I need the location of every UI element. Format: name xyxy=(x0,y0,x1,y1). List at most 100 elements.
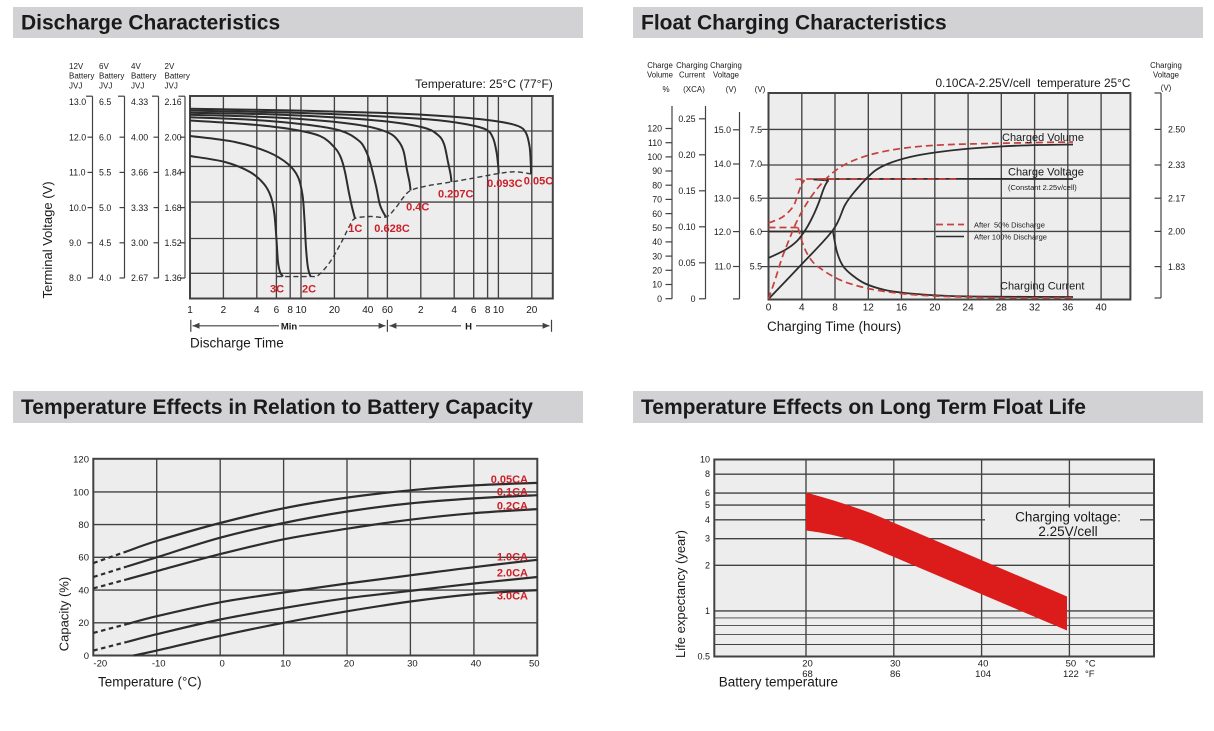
svg-text:0.628C: 0.628C xyxy=(374,223,410,235)
svg-text:Charging Time (hours): Charging Time (hours) xyxy=(767,319,901,334)
svg-text:Voltage: Voltage xyxy=(1153,71,1179,80)
svg-text:12: 12 xyxy=(863,303,875,314)
svg-text:40: 40 xyxy=(471,659,482,670)
svg-text:2.0CA: 2.0CA xyxy=(497,568,528,580)
svg-text:100: 100 xyxy=(647,152,662,162)
svg-text:86: 86 xyxy=(890,669,901,680)
svg-text:0: 0 xyxy=(220,659,225,670)
svg-text:1.0CA: 1.0CA xyxy=(497,552,528,564)
svg-text:(V): (V) xyxy=(1161,84,1172,93)
svg-text:36: 36 xyxy=(1062,303,1074,314)
svg-text:8: 8 xyxy=(832,303,838,314)
svg-text:11.0: 11.0 xyxy=(69,168,86,178)
svg-text:0: 0 xyxy=(657,294,662,304)
svg-text:°F: °F xyxy=(1085,669,1095,680)
svg-text:5.5: 5.5 xyxy=(750,262,762,272)
svg-text:Current: Current xyxy=(679,71,706,80)
svg-text:2V: 2V xyxy=(165,62,175,71)
svg-text:30: 30 xyxy=(652,251,662,261)
svg-text:80: 80 xyxy=(652,180,662,190)
svg-text:(Constant 2.25v/cell): (Constant 2.25v/cell) xyxy=(1008,183,1077,192)
svg-text:40: 40 xyxy=(362,305,374,316)
svg-text:6.0: 6.0 xyxy=(750,227,762,237)
svg-text:1: 1 xyxy=(187,305,193,316)
svg-text:104: 104 xyxy=(975,669,991,680)
svg-text:6.5: 6.5 xyxy=(99,97,111,107)
svg-text:0.05: 0.05 xyxy=(678,258,695,268)
svg-text:0.5: 0.5 xyxy=(697,652,710,662)
svg-text:6.0: 6.0 xyxy=(99,132,111,142)
svg-text:10: 10 xyxy=(280,659,291,670)
svg-text:After 50% Discharge: After 50% Discharge xyxy=(974,221,1045,230)
svg-text:Temperature Effects in Relatio: Temperature Effects in Relation to Batte… xyxy=(21,396,533,419)
svg-text:Charge: Charge xyxy=(647,61,673,70)
svg-text:20: 20 xyxy=(802,659,813,670)
svg-text:6.5: 6.5 xyxy=(750,193,762,203)
svg-text:0: 0 xyxy=(766,303,772,314)
svg-text:10.0: 10.0 xyxy=(69,203,86,213)
svg-text:Charging: Charging xyxy=(710,61,742,70)
svg-text:4.0: 4.0 xyxy=(99,273,111,283)
svg-text:2C: 2C xyxy=(302,284,316,296)
svg-text:68: 68 xyxy=(802,669,813,680)
svg-text:2: 2 xyxy=(705,560,710,570)
svg-text:After 100% Discharge: After 100% Discharge xyxy=(974,233,1047,242)
svg-text:7.0: 7.0 xyxy=(750,159,762,169)
svg-text:8: 8 xyxy=(287,305,293,316)
svg-text:9.0: 9.0 xyxy=(69,238,81,248)
svg-text:H: H xyxy=(465,321,472,332)
svg-text:2.00: 2.00 xyxy=(1168,227,1185,237)
svg-text:Life expectancy (year): Life expectancy (year) xyxy=(673,530,688,658)
svg-text:Volume: Volume xyxy=(647,71,673,80)
svg-text:0: 0 xyxy=(691,294,696,304)
svg-text:60: 60 xyxy=(382,305,394,316)
svg-text:Capacity (%): Capacity (%) xyxy=(57,577,72,651)
svg-text:2.50: 2.50 xyxy=(1168,125,1185,135)
svg-text:8: 8 xyxy=(485,305,491,316)
svg-text:80: 80 xyxy=(78,520,89,531)
svg-text:Charge Voltage: Charge Voltage xyxy=(1008,167,1084,179)
svg-text:Battery: Battery xyxy=(165,72,190,81)
svg-text:0.10CA-2.25V/cell temperature: 0.10CA-2.25V/cell temperature 25°C xyxy=(936,76,1131,90)
svg-text:3C: 3C xyxy=(270,284,284,296)
svg-text:%: % xyxy=(662,85,669,94)
svg-text:0.1CA: 0.1CA xyxy=(497,487,528,499)
svg-text:4: 4 xyxy=(705,515,710,525)
svg-text:Voltage: Voltage xyxy=(713,71,739,80)
svg-text:0.20: 0.20 xyxy=(678,150,695,160)
svg-text:110: 110 xyxy=(648,138,662,148)
svg-text:24: 24 xyxy=(963,303,975,314)
svg-text:1.52: 1.52 xyxy=(165,238,182,248)
svg-text:JVJ: JVJ xyxy=(165,81,178,90)
svg-text:20: 20 xyxy=(344,659,355,670)
svg-text:7.5: 7.5 xyxy=(750,125,762,135)
svg-text:30: 30 xyxy=(407,659,418,670)
svg-text:3.66: 3.66 xyxy=(131,168,148,178)
svg-text:1.84: 1.84 xyxy=(165,168,182,178)
svg-text:Terminal Voltage (V): Terminal Voltage (V) xyxy=(40,181,55,298)
svg-text:20: 20 xyxy=(526,305,538,316)
svg-text:13.0: 13.0 xyxy=(714,193,731,203)
svg-text:20: 20 xyxy=(652,266,662,276)
svg-text:Battery temperature: Battery temperature xyxy=(719,675,838,690)
svg-text:50: 50 xyxy=(652,223,662,233)
svg-text:10: 10 xyxy=(652,280,662,290)
svg-text:10: 10 xyxy=(295,305,307,316)
svg-text:3.33: 3.33 xyxy=(131,203,148,213)
svg-text:°C: °C xyxy=(1085,659,1096,670)
svg-text:Temperature Effects on Long Te: Temperature Effects on Long Term Float L… xyxy=(641,396,1086,419)
svg-text:6V: 6V xyxy=(99,62,109,71)
svg-text:2.16: 2.16 xyxy=(165,97,182,107)
svg-text:12.0: 12.0 xyxy=(714,227,731,237)
svg-text:5: 5 xyxy=(705,500,710,510)
svg-text:60: 60 xyxy=(652,209,662,219)
svg-text:60: 60 xyxy=(78,553,89,564)
svg-text:4.5: 4.5 xyxy=(99,238,111,248)
svg-text:20: 20 xyxy=(929,303,941,314)
svg-text:4.33: 4.33 xyxy=(131,97,148,107)
svg-text:40: 40 xyxy=(978,659,989,670)
svg-text:40: 40 xyxy=(1096,303,1108,314)
svg-text:4.00: 4.00 xyxy=(131,132,148,142)
svg-text:12.0: 12.0 xyxy=(69,132,86,142)
svg-text:Charged Volume: Charged Volume xyxy=(1002,132,1084,144)
